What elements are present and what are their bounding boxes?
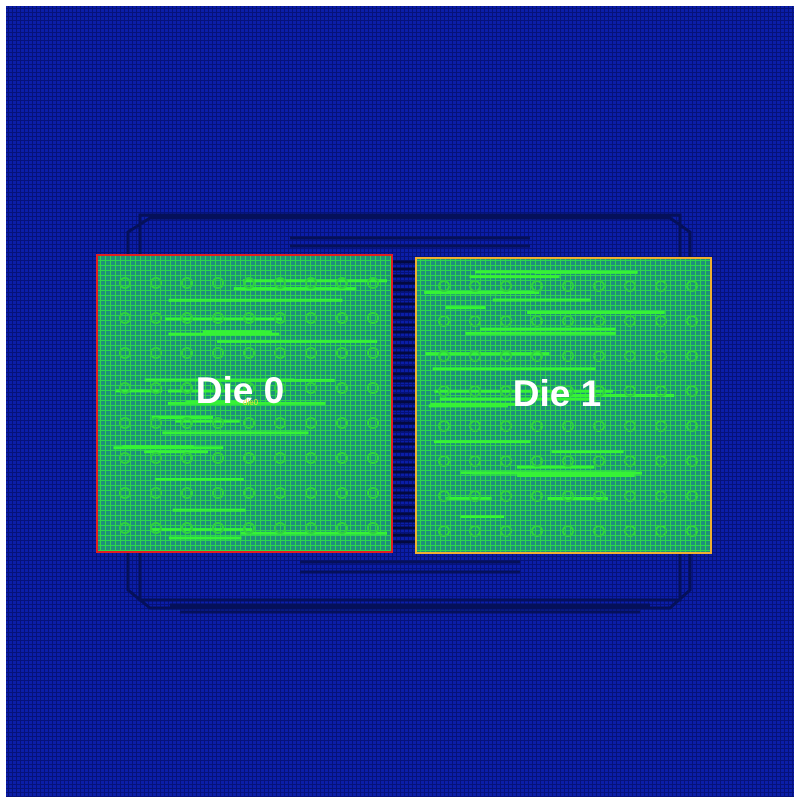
die-label: Die 0 (196, 370, 284, 411)
die-label: Die 1 (513, 373, 601, 414)
layout-view: Die 0 die0 Die 1 (0, 0, 794, 797)
page: Die 0 die0 Die 1 (() => { const data = J… (0, 0, 794, 797)
die-tag: die0 (243, 398, 259, 407)
